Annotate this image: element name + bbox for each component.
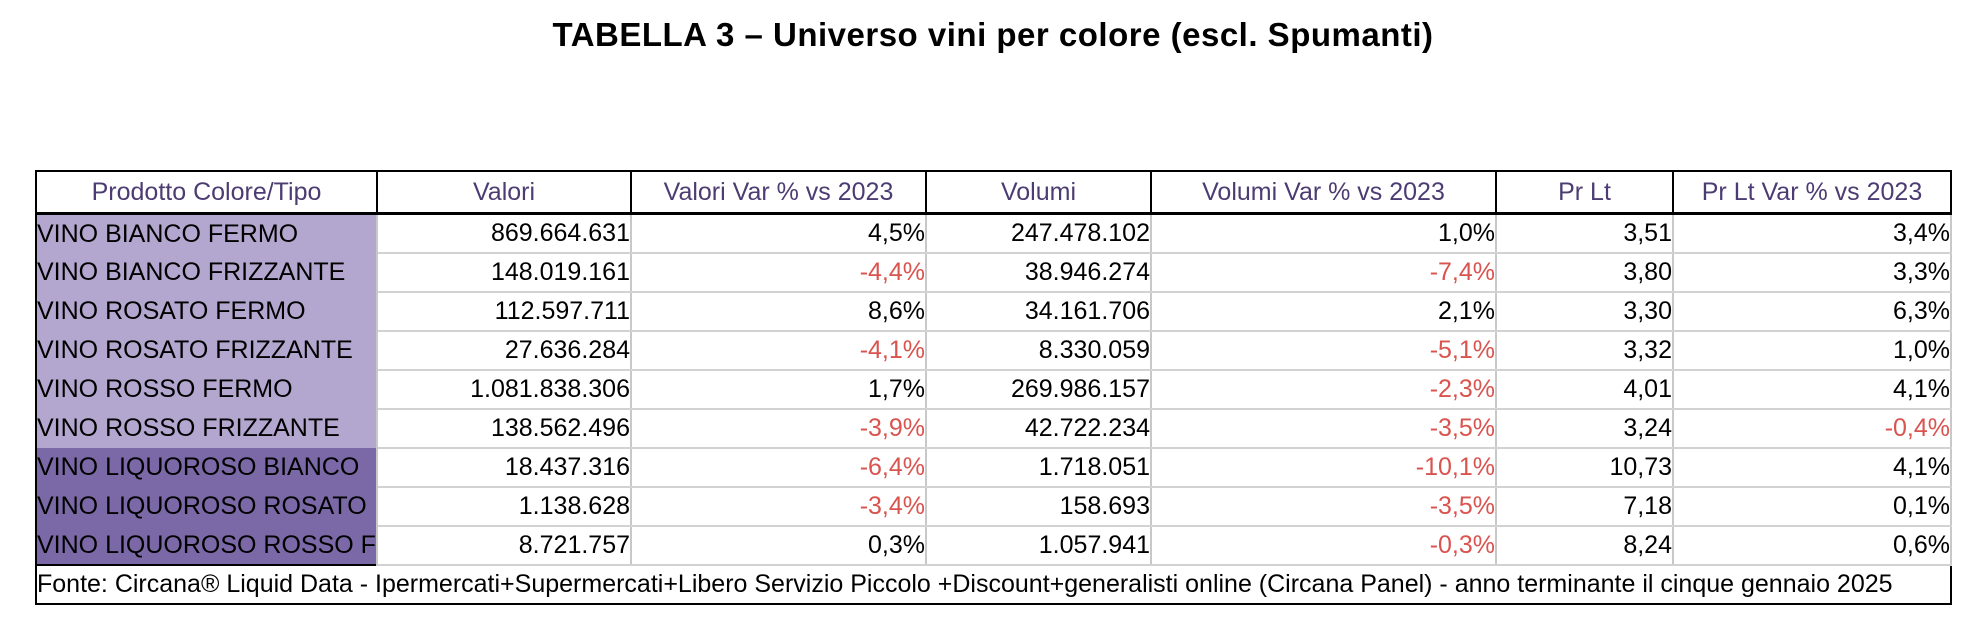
valori-cell: 1.138.628	[376, 486, 632, 527]
pr-lt-var-cell: -0,4%	[1672, 408, 1952, 449]
table-row: VINO ROSSO FRIZZANTE 138.562.496 -3,9% 42.7…	[35, 408, 1952, 449]
valori-var-cell: 8,6%	[630, 291, 927, 332]
table-footer: Fonte: Circana® Liquid Data - Ipermercat…	[36, 564, 1951, 604]
valori-cell: 1.081.838.306	[376, 369, 632, 410]
row-label-cell: VINO BIANCO FRIZZANTE	[35, 253, 378, 292]
row-label-cell: VINO LIQUOROSO ROSATO	[35, 487, 378, 526]
valori-cell: 112.597.711	[376, 291, 632, 332]
pr-lt-var-cell: 6,3%	[1672, 291, 1952, 332]
row-label-cell: VINO LIQUOROSO BIANCO	[35, 448, 378, 487]
volumi-cell: 38.946.274	[925, 252, 1152, 293]
column-header-valori: Valori	[376, 170, 632, 215]
column-header-volumi: Volumi	[925, 170, 1152, 215]
pr-lt-cell: 3,51	[1495, 212, 1674, 254]
volumi-var-cell: 1,0%	[1150, 212, 1497, 254]
table-row: VINO BIANCO FRIZZANTE 148.019.161 -4,4% 38.…	[35, 252, 1952, 293]
table-header: Prodotto Colore/Tipo Valori Valori Var %…	[35, 170, 1952, 215]
volumi-cell: 1.057.941	[925, 525, 1152, 566]
row-label-cell: VINO BIANCO FERMO	[35, 213, 378, 253]
pr-lt-cell: 3,30	[1495, 291, 1674, 332]
volumi-var-cell: -5,1%	[1150, 330, 1497, 371]
volumi-var-cell: -3,5%	[1150, 486, 1497, 527]
source-note: Fonte: Circana® Liquid Data - Ipermercat…	[36, 564, 1951, 604]
pr-lt-var-cell: 0,6%	[1672, 525, 1952, 566]
valori-var-cell: -4,4%	[630, 252, 927, 293]
valori-cell: 148.019.161	[376, 252, 632, 293]
column-header-prodotto: Prodotto Colore/Tipo	[35, 170, 378, 215]
pr-lt-var-cell: 0,1%	[1672, 486, 1952, 527]
valori-var-cell: -6,4%	[630, 447, 927, 488]
pr-lt-cell: 7,18	[1495, 486, 1674, 527]
valori-var-cell: -4,1%	[630, 330, 927, 371]
valori-var-cell: 0,3%	[630, 525, 927, 566]
pr-lt-var-cell: 4,1%	[1672, 369, 1952, 410]
volumi-var-cell: -3,5%	[1150, 408, 1497, 449]
pr-lt-var-cell: 3,3%	[1672, 252, 1952, 293]
volumi-cell: 247.478.102	[925, 212, 1152, 254]
pr-lt-cell: 8,24	[1495, 525, 1674, 566]
wine-universe-table: Prodotto Colore/Tipo Valori Valori Var %…	[35, 170, 1952, 605]
volumi-cell: 158.693	[925, 486, 1152, 527]
volumi-cell: 1.718.051	[925, 447, 1152, 488]
valori-cell: 138.562.496	[376, 408, 632, 449]
valori-var-cell: 4,5%	[630, 212, 927, 254]
table-row: VINO LIQUOROSO ROSSO F 8.721.757 0,3% 1.057…	[35, 525, 1952, 566]
pr-lt-cell: 4,01	[1495, 369, 1674, 410]
valori-var-cell: 1,7%	[630, 369, 927, 410]
row-label-cell: VINO ROSATO FERMO	[35, 292, 378, 331]
valori-cell: 8.721.757	[376, 525, 632, 566]
table-row: VINO ROSSO FERMO 1.081.838.306 1,7% 269.986…	[35, 369, 1952, 410]
row-label-cell: VINO ROSATO FRIZZANTE	[35, 331, 378, 370]
column-header-valori-var: Valori Var % vs 2023	[630, 170, 927, 215]
page-title: TABELLA 3 – Universo vini per colore (es…	[552, 16, 1434, 53]
volumi-cell: 269.986.157	[925, 369, 1152, 410]
table-row: VINO ROSATO FERMO 112.597.711 8,6% 34.161.7…	[35, 291, 1952, 332]
valori-var-cell: -3,9%	[630, 408, 927, 449]
row-label-cell: VINO ROSSO FRIZZANTE	[35, 409, 378, 448]
table-row: VINO ROSATO FRIZZANTE 27.636.284 -4,1% 8.33…	[35, 330, 1952, 371]
pr-lt-var-cell: 3,4%	[1672, 212, 1952, 254]
table-body: VINO BIANCO FERMO 869.664.631 4,5% 247.478.…	[35, 212, 1952, 566]
volumi-var-cell: -7,4%	[1150, 252, 1497, 293]
valori-cell: 18.437.316	[376, 447, 632, 488]
valori-var-cell: -3,4%	[630, 486, 927, 527]
pr-lt-cell: 10,73	[1495, 447, 1674, 488]
column-header-pr-lt: Pr Lt	[1495, 170, 1674, 215]
volumi-var-cell: 2,1%	[1150, 291, 1497, 332]
volumi-cell: 34.161.706	[925, 291, 1152, 332]
valori-cell: 869.664.631	[376, 212, 632, 254]
table-row: VINO LIQUOROSO ROSATO 1.138.628 -3,4% 158.6…	[35, 486, 1952, 527]
column-header-pr-lt-var: Pr Lt Var % vs 2023	[1672, 170, 1952, 215]
pr-lt-var-cell: 1,0%	[1672, 330, 1952, 371]
table-row: VINO BIANCO FERMO 869.664.631 4,5% 247.478.…	[35, 212, 1952, 254]
pr-lt-cell: 3,24	[1495, 408, 1674, 449]
pr-lt-cell: 3,80	[1495, 252, 1674, 293]
volumi-cell: 8.330.059	[925, 330, 1152, 371]
header-row: Prodotto Colore/Tipo Valori Valori Var %…	[35, 170, 1952, 215]
column-header-volumi-var: Volumi Var % vs 2023	[1150, 170, 1497, 215]
row-label-cell: VINO ROSSO FERMO	[35, 370, 378, 409]
row-label-cell: VINO LIQUOROSO ROSSO F	[35, 526, 378, 565]
pr-lt-var-cell: 4,1%	[1672, 447, 1952, 488]
source-row: Fonte: Circana® Liquid Data - Ipermercat…	[36, 564, 1951, 604]
table-row: VINO LIQUOROSO BIANCO 18.437.316 -6,4% 1.71…	[35, 447, 1952, 488]
volumi-cell: 42.722.234	[925, 408, 1152, 449]
volumi-var-cell: -10,1%	[1150, 447, 1497, 488]
volumi-var-cell: -2,3%	[1150, 369, 1497, 410]
pr-lt-cell: 3,32	[1495, 330, 1674, 371]
valori-cell: 27.636.284	[376, 330, 632, 371]
volumi-var-cell: -0,3%	[1150, 525, 1497, 566]
